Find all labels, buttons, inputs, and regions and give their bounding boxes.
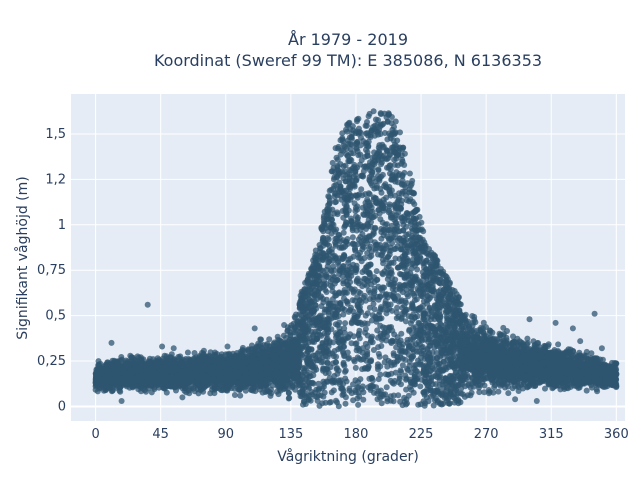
scatter-point [358, 134, 364, 141]
scatter-point [367, 339, 374, 346]
scatter-point [358, 186, 365, 193]
scatter-point [382, 354, 389, 361]
scatter-point [344, 236, 351, 242]
scatter-point [224, 343, 231, 350]
scatter-point [350, 333, 357, 340]
data-points [92, 108, 620, 410]
scatter-point [397, 398, 404, 405]
scatter-point [401, 182, 408, 188]
scatter-point [336, 234, 343, 241]
scatter-point [378, 343, 385, 349]
scatter-point [476, 389, 483, 396]
scatter-point [366, 304, 373, 311]
scatter-point [375, 376, 382, 383]
scatter-point [377, 216, 384, 223]
scatter-point [349, 234, 356, 241]
scatter-point [407, 383, 414, 390]
scatter-point [411, 201, 418, 208]
scatter-point [329, 159, 336, 166]
scatter-point [366, 375, 373, 382]
scatter-point [360, 396, 367, 403]
scatter-point [384, 164, 390, 171]
scatter-point [373, 268, 380, 275]
scatter-point [352, 340, 359, 347]
scatter-point [383, 384, 390, 391]
scatter-point [327, 399, 334, 405]
scatter-point [583, 387, 590, 394]
scatter-point [377, 371, 384, 378]
scatter-point [317, 245, 324, 252]
scatter-point [371, 306, 378, 313]
scatter-point [370, 300, 377, 307]
scatter-point [333, 353, 340, 360]
scatter-point [362, 312, 369, 319]
scatter-point [364, 152, 371, 159]
scatter-point [231, 392, 238, 398]
scatter-point [384, 363, 391, 370]
scatter-point [524, 335, 531, 342]
scatter-point [324, 235, 331, 241]
scatter-point [381, 359, 388, 366]
scatter-point [340, 163, 347, 170]
scatter-point [365, 190, 372, 197]
scatter-point [397, 337, 404, 344]
scatter-point [386, 251, 393, 258]
scatter-point [417, 383, 424, 390]
